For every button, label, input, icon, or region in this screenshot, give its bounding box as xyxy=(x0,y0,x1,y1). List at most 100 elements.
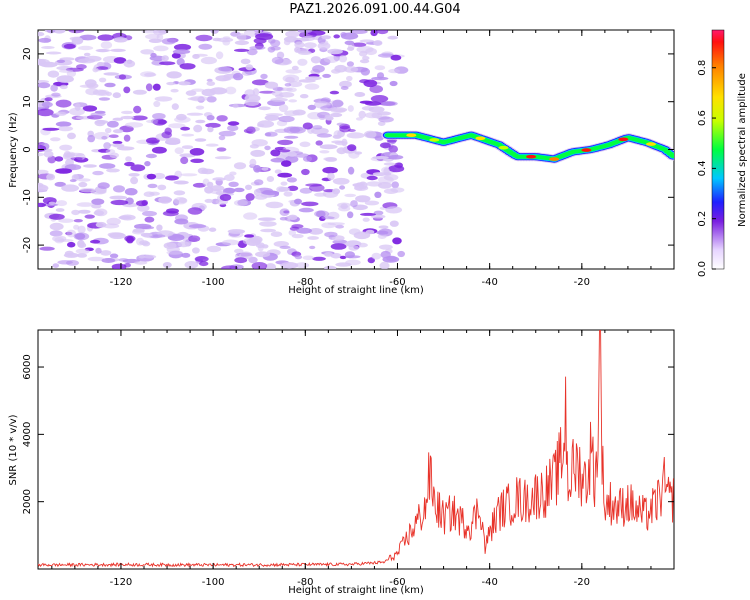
noise-blob xyxy=(73,219,83,223)
snr-ticks xyxy=(38,330,675,569)
noise-blob xyxy=(47,155,56,164)
noise-blob xyxy=(112,92,122,99)
noise-blob xyxy=(245,184,252,190)
noise-blob xyxy=(260,228,276,233)
noise-blob xyxy=(338,55,348,63)
noise-blob xyxy=(132,228,145,233)
noise-blob xyxy=(373,210,384,216)
noise-blob xyxy=(104,127,112,134)
noise-blob xyxy=(49,230,63,237)
noise-blob xyxy=(159,61,176,66)
noise-blob xyxy=(174,218,189,225)
noise-blob xyxy=(50,137,61,142)
noise-blob xyxy=(157,184,167,191)
noise-blob xyxy=(245,193,255,201)
x-tick-label: -120 xyxy=(110,577,133,588)
noise-blob xyxy=(124,188,138,196)
noise-blob xyxy=(123,134,131,142)
noise-blob xyxy=(315,140,323,146)
noise-blob xyxy=(133,105,142,114)
noise-blob xyxy=(110,199,129,206)
noise-blob xyxy=(235,253,242,259)
noise-blob xyxy=(140,49,155,55)
noise-blob xyxy=(327,48,343,55)
noise-blob xyxy=(94,120,109,124)
noise-blob xyxy=(95,66,109,70)
noise-blob xyxy=(38,144,47,152)
noise-blob xyxy=(111,263,127,269)
noise-blob xyxy=(232,103,239,109)
noise-blob xyxy=(224,187,236,194)
noise-blob xyxy=(321,35,332,40)
noise-blob xyxy=(347,166,355,175)
noise-blob xyxy=(171,52,181,59)
noise-blob xyxy=(253,165,262,173)
noise-blob xyxy=(41,101,53,108)
noise-blob xyxy=(374,65,386,71)
noise-blob xyxy=(49,213,65,220)
noise-blob xyxy=(215,51,224,60)
noise-blob xyxy=(250,149,266,157)
noise-blob xyxy=(386,255,397,262)
noise-blob xyxy=(49,222,64,231)
spectrogram-y-tick-labels: -20 -10 0 10 20 xyxy=(22,48,33,254)
noise-blob xyxy=(123,86,131,94)
page-title: PAZ1.2026.091.00.44.G04 xyxy=(289,2,461,17)
noise-blob xyxy=(92,170,104,176)
noise-blob xyxy=(288,99,298,103)
noise-blob xyxy=(93,210,105,216)
y-tick-label: -20 xyxy=(22,237,33,253)
noise-blob xyxy=(284,110,300,117)
noise-blob xyxy=(264,81,279,89)
noise-blob xyxy=(344,193,357,198)
noise-blob xyxy=(83,164,97,168)
noise-blob xyxy=(347,105,354,112)
noise-blob xyxy=(140,232,153,237)
noise-blob xyxy=(265,263,276,269)
noise-blob xyxy=(330,252,342,259)
noise-blob xyxy=(125,156,132,162)
noise-blob xyxy=(301,168,310,176)
noise-blob xyxy=(284,83,292,87)
spectrogram-signal-layer xyxy=(381,130,674,164)
noise-blob xyxy=(100,250,112,256)
noise-blob xyxy=(333,34,341,39)
noise-blob xyxy=(345,259,361,266)
noise-blob xyxy=(305,76,322,81)
noise-blob xyxy=(216,147,227,152)
noise-blob xyxy=(103,142,111,150)
noise-blob xyxy=(210,30,219,34)
noise-blob xyxy=(251,79,269,86)
noise-blob xyxy=(54,181,66,187)
noise-blob xyxy=(339,255,347,260)
noise-blob xyxy=(124,262,131,268)
noise-blob xyxy=(332,177,350,185)
noise-blob xyxy=(162,262,172,268)
noise-blob xyxy=(91,203,102,209)
noise-blob xyxy=(259,221,277,227)
noise-blob xyxy=(376,30,389,35)
noise-blob xyxy=(190,158,204,163)
signal-peak xyxy=(581,148,592,152)
noise-blob xyxy=(383,162,396,166)
signal-peak xyxy=(498,145,509,150)
noise-blob xyxy=(335,224,344,229)
noise-blob xyxy=(330,243,347,250)
noise-blob xyxy=(344,251,355,259)
noise-blob xyxy=(370,95,389,103)
noise-blob xyxy=(339,80,352,88)
noise-blob xyxy=(181,145,194,150)
noise-blob xyxy=(304,83,320,90)
noise-blob xyxy=(390,54,402,61)
noise-blob xyxy=(225,86,237,95)
noise-blob xyxy=(215,75,231,82)
noise-blob xyxy=(59,144,73,151)
noise-blob xyxy=(374,191,382,198)
noise-blob xyxy=(95,221,107,228)
colorbar-tick-label: 0.6 xyxy=(697,110,708,126)
noise-blob xyxy=(57,126,74,132)
noise-blob xyxy=(277,139,294,146)
noise-blob xyxy=(64,164,82,171)
noise-blob xyxy=(166,250,183,255)
noise-blob xyxy=(233,187,245,193)
